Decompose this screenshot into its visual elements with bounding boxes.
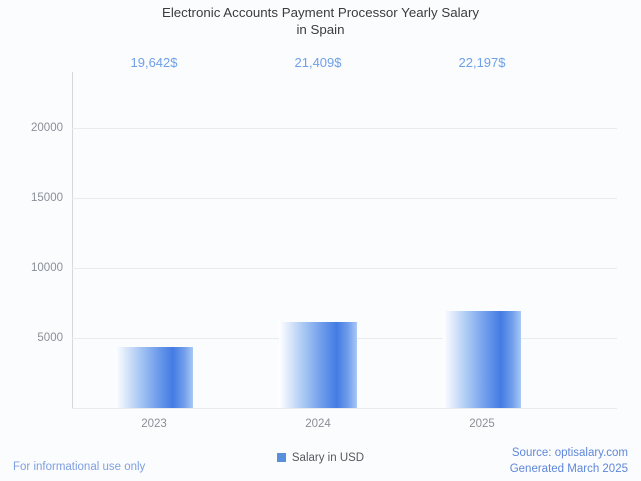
y-tick-label: 10000 bbox=[31, 262, 63, 274]
gridline-0 bbox=[72, 408, 617, 409]
y-axis-line bbox=[72, 72, 73, 408]
y-tick-label: 15000 bbox=[31, 192, 63, 204]
x-tick-label-2023: 2023 bbox=[141, 418, 167, 430]
y-tick-label: 5000 bbox=[37, 332, 63, 344]
chart-title: Electronic Accounts Payment Processor Ye… bbox=[161, 5, 480, 37]
gridline-15000: 15000 bbox=[31, 192, 617, 204]
bar-value-2023: 19,642$ bbox=[130, 55, 178, 70]
source-label: Source: optisalary.com bbox=[511, 447, 628, 459]
gridline-20000: 20000 bbox=[31, 122, 617, 134]
legend-label-salary: Salary in USD bbox=[291, 452, 365, 464]
generated-label: Generated March 2025 bbox=[509, 463, 628, 475]
bar-value-2025: 22,197$ bbox=[458, 55, 506, 70]
bar-2024[interactable] bbox=[279, 322, 357, 408]
x-tick-label-2024: 2024 bbox=[305, 418, 331, 430]
disclaimer-note: For informational use only bbox=[13, 461, 146, 473]
plot-area: 5000 10000 15000 20000 19,642$ 21,409$ 2… bbox=[31, 55, 617, 430]
chart-legend: Salary in USD bbox=[0, 452, 641, 464]
bar-2025[interactable] bbox=[443, 311, 521, 408]
legend-swatch-icon bbox=[276, 453, 286, 462]
gridline-10000: 10000 bbox=[31, 262, 617, 274]
source-block: Source: optisalary.com Generated March 2… bbox=[510, 445, 628, 477]
bar-value-2024: 21,409$ bbox=[294, 55, 342, 70]
bar-2023[interactable] bbox=[115, 347, 193, 408]
y-tick-label: 20000 bbox=[31, 122, 63, 134]
x-tick-label-2025: 2025 bbox=[469, 418, 495, 430]
